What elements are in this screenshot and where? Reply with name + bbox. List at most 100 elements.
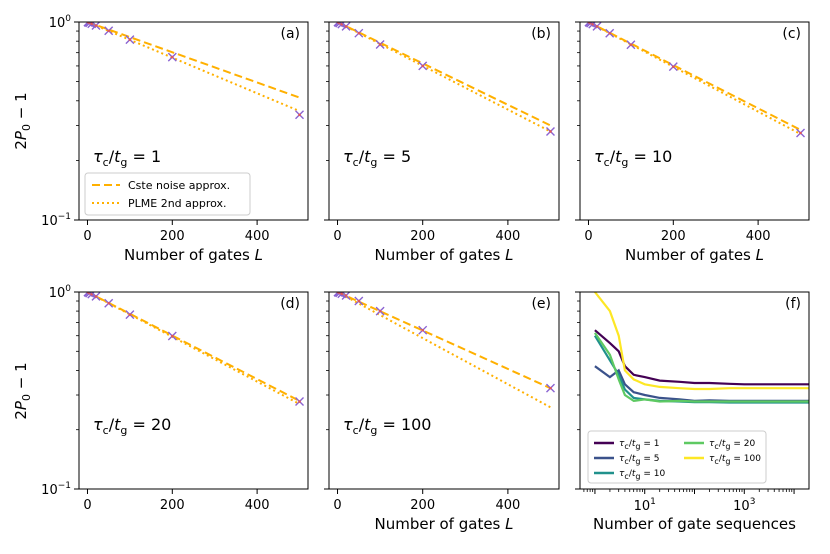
panel-a: 10−1 100 0 200 400 Number of gates L (a) τc/tg … — [41, 14, 309, 264]
y-tick-label: 100 — [49, 284, 72, 301]
x-axis-label: Number of gates L — [124, 246, 263, 264]
data-point-marker — [796, 128, 806, 138]
legend-label: τc/tg = 100 — [709, 454, 761, 466]
y-tick-label: 100 — [49, 14, 72, 31]
x-tick-label: 101 — [634, 497, 656, 514]
series-line-1 — [337, 292, 551, 409]
axes-frame — [579, 21, 810, 221]
x-tick-label: 200 — [661, 229, 686, 244]
x-axis-label: Number of gates L — [374, 246, 513, 264]
x-axis-label: Number of gates L — [625, 246, 764, 264]
x-tick-label: 200 — [410, 498, 435, 513]
series-line-1 — [87, 22, 300, 113]
x-tick-label: 200 — [160, 229, 185, 244]
legend-approximations: Cste noise approx. PLME 2nd approx. — [84, 172, 251, 216]
plot-area — [593, 292, 809, 404]
plot-area — [333, 292, 555, 409]
series-line-1 — [87, 292, 300, 405]
x-axis-label: Number of gate sequences — [593, 515, 796, 533]
x-tick-label: 400 — [746, 229, 771, 244]
data-point-marker — [605, 28, 615, 38]
plot-area — [83, 292, 305, 407]
legend-label: Cste noise approx. — [128, 179, 230, 192]
data-point-marker — [545, 383, 555, 393]
data-point-marker — [375, 306, 385, 316]
data-point-marker — [91, 292, 101, 301]
panel-letter: (b) — [531, 26, 551, 42]
data-point-marker — [295, 110, 305, 120]
tau-ratio-annotation: τc/tg = 5 — [343, 147, 411, 169]
series-line-0 — [337, 22, 551, 127]
x-tick-label: 200 — [160, 498, 185, 513]
axes-frame — [78, 21, 309, 221]
panel-letter: (f) — [785, 296, 801, 312]
axes-frame — [328, 291, 560, 490]
legend-label: τc/tg = 20 — [709, 439, 755, 451]
y-tick-label: 10−1 — [41, 212, 71, 229]
x-tick-label: 103 — [733, 497, 755, 514]
y-tick-label: 10−1 — [41, 481, 71, 498]
data-point-marker — [167, 331, 177, 341]
y-axis-label-bottom-row: 2P0 − 1 — [12, 362, 33, 419]
x-tick-label: 200 — [410, 229, 435, 244]
panel-letter: (a) — [280, 26, 300, 42]
tau-ratio-annotation: τc/tg = 100 — [343, 415, 431, 437]
legend-label: τc/tg = 10 — [619, 469, 665, 481]
series-line-3 — [593, 332, 809, 403]
tau-ratio-annotation: τc/tg = 10 — [594, 147, 672, 169]
x-tick-label: 400 — [495, 498, 520, 513]
data-point-marker — [167, 52, 177, 62]
data-point-marker — [295, 397, 305, 407]
panel-letter: (c) — [782, 26, 801, 42]
data-point-marker — [125, 35, 135, 45]
series-line-0 — [588, 22, 801, 131]
x-axis-label: Number of gates L — [374, 515, 513, 533]
panel-e: 0 200 400 Number of gates L (e) τc/tg = 100 — [324, 291, 560, 533]
tau-ratio-annotation: τc/tg = 20 — [93, 415, 171, 437]
axes-frame — [328, 21, 560, 221]
panel-letter: (d) — [280, 296, 300, 312]
data-point-marker — [418, 325, 428, 335]
data-point-marker — [125, 310, 135, 320]
y-axis-label-top-row: 2P0 − 1 — [12, 92, 33, 149]
data-point-marker — [341, 292, 351, 300]
x-tick-label: 0 — [83, 498, 91, 513]
series-line-4 — [594, 292, 809, 391]
data-point-marker — [418, 61, 428, 71]
data-point-marker — [104, 26, 114, 36]
data-point-marker — [545, 126, 555, 136]
x-tick-label: 0 — [333, 229, 341, 244]
series-line-0 — [87, 22, 300, 99]
data-point-marker — [104, 298, 114, 308]
x-tick-label: 0 — [83, 229, 91, 244]
data-point-marker — [91, 22, 101, 31]
plot-area — [333, 22, 555, 136]
panel-b: 0 200 400 Number of gates L (b) τc/tg = 5 — [324, 21, 560, 264]
x-tick-label: 0 — [584, 229, 592, 244]
x-tick-label: 400 — [495, 229, 520, 244]
legend-label: τc/tg = 5 — [619, 454, 659, 466]
panel-d: 10−1 100 0 200 400 (d) τc/tg = 20 — [41, 284, 309, 513]
tau-ratio-annotation: τc/tg = 1 — [93, 147, 161, 169]
data-point-marker — [354, 296, 364, 306]
data-point-marker — [626, 40, 636, 50]
plot-area — [584, 22, 806, 138]
legend-tau-ratios: τc/tg = 1 τc/tg = 5 τc/tg = 10 τc/tg = 20 τc… — [587, 430, 767, 484]
data-point-marker — [375, 39, 385, 49]
panel-letter: (e) — [531, 296, 551, 312]
series-line-1 — [337, 22, 551, 133]
axes-frame — [78, 291, 309, 490]
series-line-0 — [87, 292, 300, 402]
plot-area — [83, 22, 305, 120]
series-line-1 — [588, 22, 801, 135]
data-point-marker — [592, 22, 602, 31]
data-point-marker — [668, 62, 678, 72]
x-tick-label: 400 — [245, 498, 270, 513]
panel-c: 0 200 400 Number of gates L (c) τc/tg = 10 — [575, 21, 810, 264]
data-point-marker — [341, 22, 351, 31]
series-line-0 — [337, 292, 551, 390]
legend-label: τc/tg = 1 — [619, 439, 659, 451]
data-point-marker — [354, 28, 364, 38]
